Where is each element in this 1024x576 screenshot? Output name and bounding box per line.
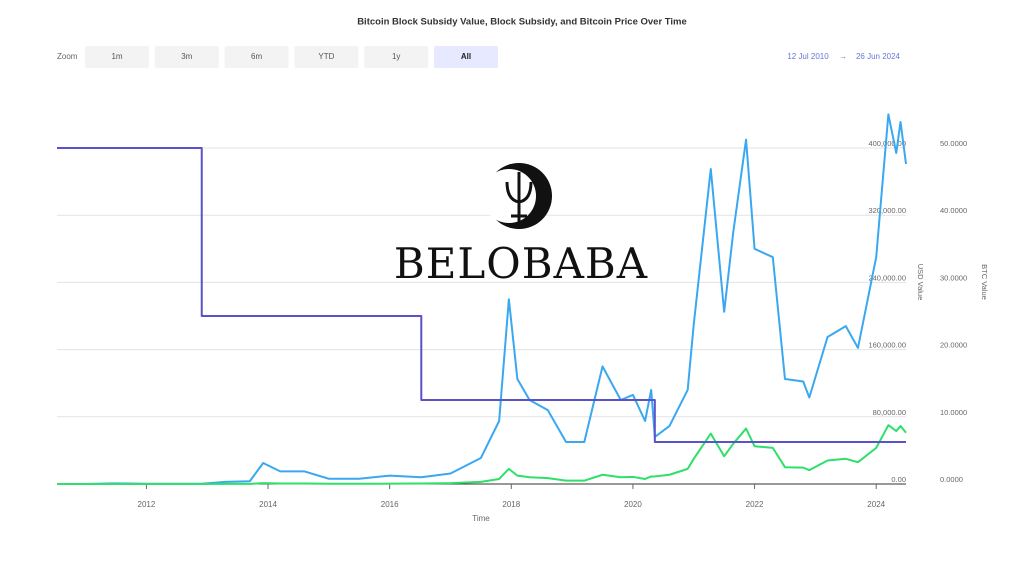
y2-tick-label: 40.0000 xyxy=(940,206,967,215)
series-line xyxy=(57,424,907,485)
y2-tick-label: 30.0000 xyxy=(940,273,967,282)
chart-title: Bitcoin Block Subsidy Value, Block Subsi… xyxy=(357,17,687,28)
zoom-button[interactable] xyxy=(434,46,498,68)
y2-tick-label: 10.0000 xyxy=(940,408,967,417)
zoom-label: Zoom xyxy=(57,52,78,61)
y2-tick-label: 0.0000 xyxy=(940,475,963,484)
range-to[interactable]: 26 Jun 2024 xyxy=(856,52,901,61)
x-tick-label: 2022 xyxy=(746,500,764,509)
x-tick-label: 2020 xyxy=(624,500,642,509)
y-tick-label: 160,000.00 xyxy=(868,341,906,350)
plot-area: 1m 3m 6m YTD 1y All 0.00 80,000.00 160,000.00 240… xyxy=(56,46,967,509)
zoom-button-label[interactable]: YTD xyxy=(318,52,334,61)
x-tick-label: 2018 xyxy=(502,500,520,509)
zoom-button-label[interactable]: 1y xyxy=(392,52,400,61)
y-tick-label: 240,000.00 xyxy=(868,273,906,282)
y-tick-label: 400,000.00 xyxy=(868,139,906,148)
y2-tick-label: 20.0000 xyxy=(940,341,967,350)
x-axis-title: Time xyxy=(472,514,490,523)
y-tick-label: 80,000.00 xyxy=(873,408,906,417)
y2-axis-title: BTC Value xyxy=(980,264,989,300)
zoom-button[interactable] xyxy=(224,46,289,68)
y-tick-label: 0.00 xyxy=(891,475,906,484)
x-tick-label: 2012 xyxy=(138,500,156,509)
watermark-logo: BELOBABA xyxy=(394,163,648,288)
series-line xyxy=(57,147,906,443)
zoom-button-label[interactable]: 3m xyxy=(181,52,192,61)
y2-tick-label: 50.0000 xyxy=(940,139,967,148)
zoom-button[interactable] xyxy=(294,46,359,68)
zoom-button[interactable] xyxy=(154,46,219,68)
x-tick-label: 2024 xyxy=(867,500,885,509)
zoom-button[interactable] xyxy=(364,46,429,68)
range-from[interactable]: 12 Jul 2010 xyxy=(787,52,829,61)
zoom-button-label[interactable]: 6m xyxy=(251,52,262,61)
series-line xyxy=(56,113,907,485)
y-axis-title: USD Value xyxy=(916,264,925,301)
x-tick-label: 2016 xyxy=(381,500,399,509)
logo-trident xyxy=(505,172,533,226)
zoom-button-label[interactable]: All xyxy=(461,52,471,61)
watermark-text: BELOBABA xyxy=(394,239,648,288)
zoom-button-label[interactable]: 1m xyxy=(111,52,122,61)
zoom-button[interactable] xyxy=(85,46,149,68)
y-tick-label: 320,000.00 xyxy=(868,206,906,215)
x-tick-label: 2014 xyxy=(259,500,277,509)
range-separator: → xyxy=(839,52,847,61)
